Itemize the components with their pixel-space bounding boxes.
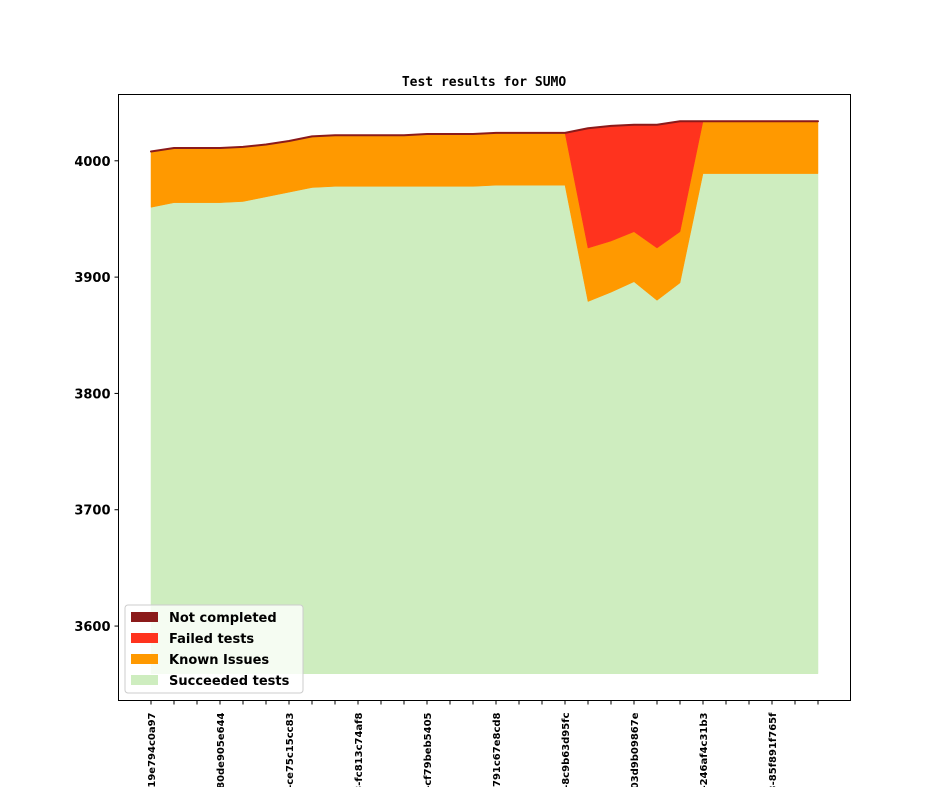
y-tick-label: 4000 (74, 155, 110, 170)
legend-swatch (131, 654, 158, 664)
x-tick-label: 03d9b09867e (630, 712, 641, 787)
x-tick-label: 3-fc813c74af8 (354, 712, 365, 787)
legend-swatch (131, 612, 158, 622)
legend-swatch (131, 633, 158, 643)
x-tick-label: -791c67e8cd8 (492, 712, 503, 787)
x-tick-label: -8c9b63d95fc (561, 712, 572, 787)
y-tick-label: 3600 (74, 620, 110, 635)
legend-label: Not completed (169, 611, 277, 626)
plot-frame (118, 94, 851, 701)
area-not-completed (150, 120, 819, 153)
chart-title: Test results for SUMO (402, 75, 567, 90)
x-tick-label: 80de905e644 (216, 712, 227, 787)
legend-swatch (131, 675, 158, 685)
y-axis: 3600 3700 3800 3900 4000 (74, 155, 119, 635)
x-axis: -19e794c0a97 80de905e644 -ce75c15cc83 3-fc8… (147, 700, 819, 787)
x-tick-label: 3-85f891f765f (768, 712, 779, 787)
y-tick-label: 3800 (74, 387, 110, 402)
y-tick-label: 3900 (74, 271, 110, 286)
x-tick-label: -cf79beb5405 (423, 712, 434, 787)
legend-label: Known Issues (169, 653, 269, 668)
x-tick-label: -19e794c0a97 (147, 712, 158, 787)
legend-box (124, 604, 304, 694)
area-succeeded-tests (150, 173, 819, 674)
x-tick-label: -ce75c15cc83 (285, 712, 296, 787)
x-tick-label: -246af4c31b3 (699, 712, 710, 787)
y-tick-label: 3700 (74, 504, 110, 519)
legend-label: Failed tests (169, 632, 254, 647)
legend: Not completed Failed tests Known Issues Suc… (124, 604, 304, 694)
legend-label: Succeeded tests (169, 674, 290, 689)
plot-areas (150, 120, 819, 674)
